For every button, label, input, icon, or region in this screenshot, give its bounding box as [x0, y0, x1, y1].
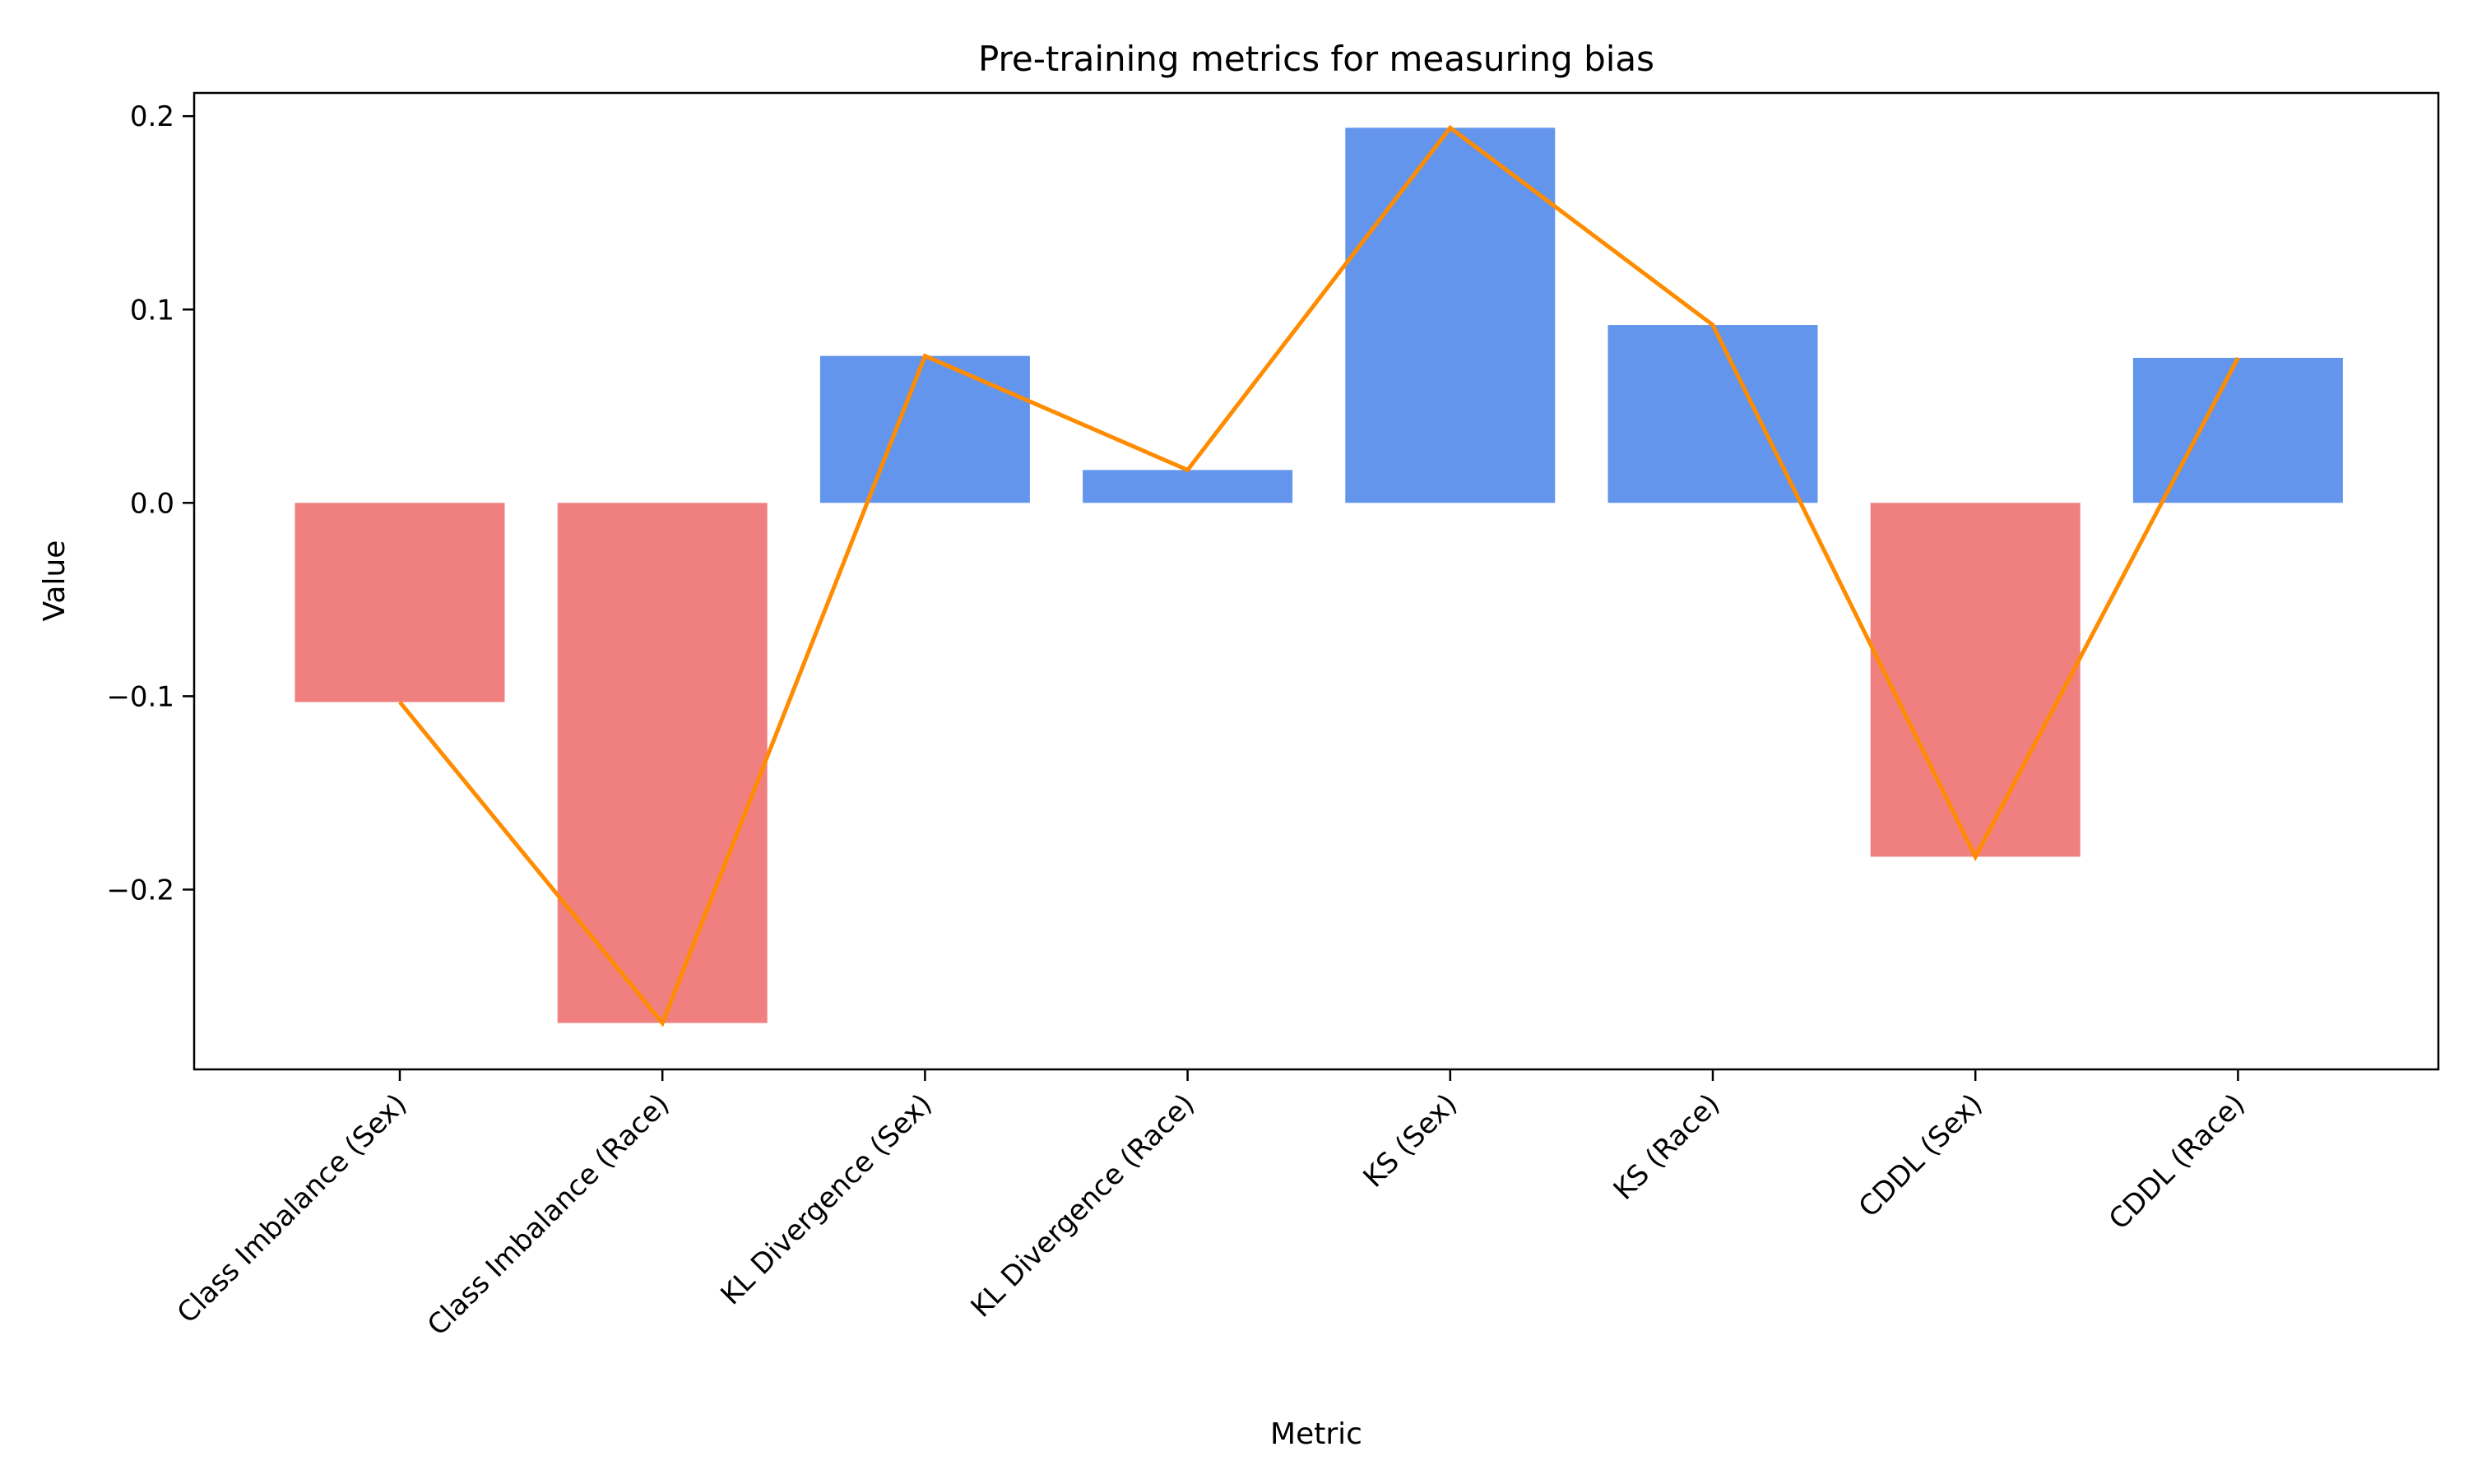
- y-tick-label: −0.2: [106, 874, 174, 907]
- bar: [1345, 128, 1556, 503]
- bar: [295, 503, 505, 703]
- bar: [1870, 503, 2081, 857]
- x-tick-label: Class Imbalance (Sex): [171, 1087, 414, 1330]
- y-tick-label: −0.1: [106, 680, 174, 713]
- y-axis-label: Value: [38, 540, 72, 622]
- bar: [1607, 325, 1818, 503]
- y-tick-label: 0.1: [130, 294, 174, 327]
- x-tick-label: CDDL (Sex): [1853, 1087, 1989, 1224]
- x-axis: Class Imbalance (Sex) Class Imbalance (Ra…: [171, 1069, 2252, 1343]
- x-axis-label: Metric: [1270, 1417, 1362, 1451]
- x-tick-label: KL Divergence (Race): [965, 1087, 1201, 1324]
- bar: [819, 355, 1030, 503]
- x-tick-label: KL Divergence (Sex): [714, 1087, 938, 1311]
- plot-area-frame: [193, 91, 2440, 1071]
- bar: [557, 503, 768, 1023]
- bar: [2132, 358, 2343, 503]
- bars-layer: [295, 128, 2343, 1023]
- y-tick-label: 0.0: [130, 487, 174, 520]
- x-tick-label: Class Imbalance (Race): [421, 1087, 676, 1343]
- x-tick-label: CDDL (Race): [2103, 1087, 2252, 1236]
- bar: [1083, 470, 1293, 503]
- line-layer: [398, 124, 2240, 1027]
- series-line: [398, 124, 2240, 1027]
- x-tick-label: KS (Race): [1607, 1087, 1727, 1207]
- x-tick-label: KS (Sex): [1357, 1087, 1464, 1194]
- chart-title: Pre-training metrics for measuring bias: [978, 39, 1654, 79]
- y-tick-label: 0.2: [130, 100, 174, 133]
- y-axis: 0.2 0.1 0.0 −0.1 −0.2: [106, 100, 194, 907]
